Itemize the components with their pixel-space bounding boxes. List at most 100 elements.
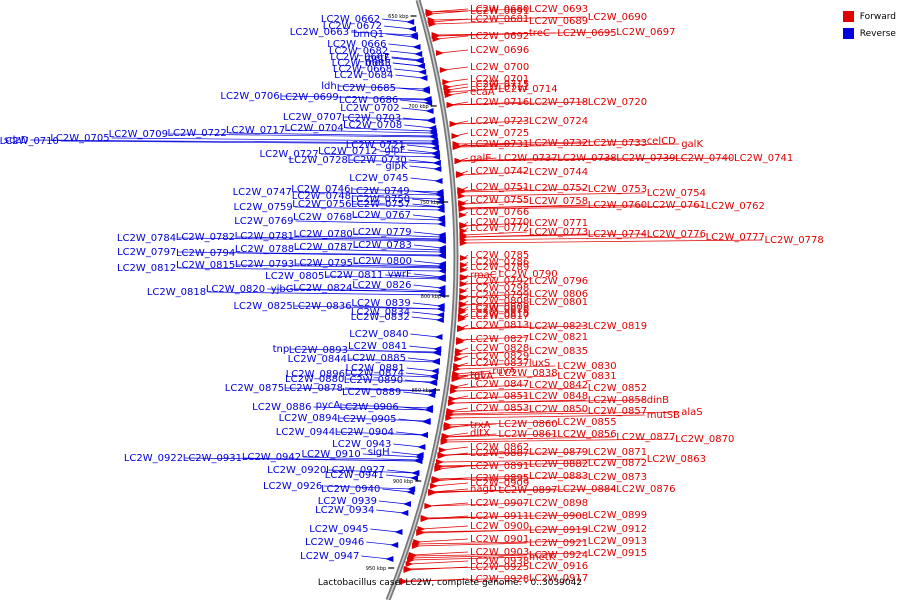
reverse-leader-line — [388, 43, 417, 48]
reverse-feature-arrow — [432, 160, 441, 166]
forward-leader-line — [443, 66, 469, 71]
reverse-leader-line — [366, 541, 395, 546]
reverse-gene-label: LC2W_0706 — [220, 91, 279, 102]
reverse-gene-label: LC2W_0844 — [288, 354, 347, 365]
reverse-leader-line — [169, 133, 434, 138]
forward-gene-label: LC2W_0776 — [647, 229, 706, 240]
forward-gene-label: LC2W_0724 — [529, 116, 588, 127]
forward-gene-label: LC2W_0741 — [734, 153, 793, 164]
forward-leader-line — [462, 200, 527, 205]
forward-gene-label: LC2W_0928 — [470, 574, 529, 585]
forward-gene-label: LC2W_0913 — [588, 536, 647, 547]
reverse-gene-label: LC2W_0747 — [233, 187, 292, 198]
reverse-leader-line — [228, 132, 434, 137]
forward-feature-arrow — [449, 388, 458, 394]
forward-feature-arrow — [443, 422, 452, 428]
reverse-gene-label: sigH — [368, 447, 390, 458]
reverse-feature-arrow — [419, 432, 428, 438]
forward-feature-arrow — [445, 412, 454, 418]
forward-gene-label: LC2W_0908 — [529, 511, 588, 522]
forward-leader-line — [435, 475, 527, 480]
forward-leader-line — [461, 187, 527, 192]
forward-leader-line — [456, 143, 680, 148]
forward-gene-label: LC2W_0771 — [529, 218, 588, 229]
forward-leader-line — [455, 375, 556, 380]
forward-leader-line — [463, 239, 763, 244]
forward-gene-label: LC2W_0774 — [588, 229, 647, 240]
reverse-gene-label: LC2W_0805 — [265, 271, 324, 282]
forward-leader-line — [450, 410, 586, 415]
reverse-leader-line — [412, 214, 442, 219]
reverse-leader-line — [412, 311, 441, 316]
reverse-gene-label: LC2W_0768 — [293, 212, 352, 223]
forward-feature-arrow — [412, 541, 421, 547]
forward-gene-label: LC2W_0695 — [557, 28, 616, 39]
reverse-feature-arrow — [417, 444, 426, 450]
reverse-feature-arrow — [414, 458, 423, 464]
forward-leader-line — [432, 20, 527, 25]
reverse-gene-label: LC2W_0746 — [291, 184, 350, 195]
forward-gene-label: LC2W_0828 — [470, 343, 529, 354]
forward-gene-label: LC2W_0901 — [470, 534, 529, 545]
forward-gene-label: LC2W_0680 — [470, 4, 529, 15]
forward-leader-line — [429, 10, 469, 15]
forward-leader-line — [463, 233, 645, 238]
reverse-feature-arrow — [411, 470, 420, 476]
forward-leader-line — [461, 192, 645, 197]
reverse-feature-arrow — [410, 475, 419, 481]
reverse-feature-arrow — [406, 19, 415, 25]
forward-leader-line — [458, 157, 733, 162]
reverse-gene-label: LC2W_0886 — [252, 402, 311, 413]
forward-gene-label: LC2W_0900 — [470, 521, 529, 532]
reverse-gene-label: LC2W_0663 — [290, 27, 349, 38]
forward-gene-label: LC2W_0895 — [470, 473, 529, 484]
forward-leader-line — [462, 204, 645, 209]
forward-gene-label: LC2W_0850 — [529, 404, 588, 415]
reverse-gene-label: LC2W_0721 — [346, 140, 405, 151]
reverse-feature-arrow — [430, 140, 439, 146]
forward-gene-label: LC2W_0742 — [470, 166, 529, 177]
forward-feature-arrow — [458, 201, 467, 207]
reverse-leader-line — [400, 99, 429, 104]
reverse-leader-line — [349, 159, 437, 164]
forward-gene-label: LC2W_0731 — [470, 139, 529, 150]
forward-gene-label: LC2W_0816 — [470, 304, 529, 315]
forward-feature-arrow — [449, 121, 458, 127]
forward-gene-label: LC2W_0740 — [675, 153, 734, 164]
forward-feature-arrow — [403, 566, 412, 572]
forward-gene-label: LC2W_0873 — [588, 472, 647, 483]
reverse-leader-line — [353, 203, 441, 208]
forward-feature-arrow — [454, 351, 463, 357]
forward-leader-line — [456, 370, 491, 375]
reverse-gene-label: LC2W_0825 — [233, 301, 292, 312]
reverse-leader-line — [382, 18, 411, 23]
reverse-gene-label: LC2W_0812 — [117, 263, 176, 274]
forward-gene-label: LC2W_0838 — [498, 368, 557, 379]
reverse-leader-line — [413, 244, 442, 249]
forward-gene-label: LC2W_0862 — [470, 442, 529, 453]
forward-gene-label: LC2W_0853 — [470, 403, 529, 414]
forward-gene-label: LC2W_0720 — [588, 97, 647, 108]
forward-gene-label: LC2W_0810 — [470, 309, 529, 320]
reverse-gene-label: LC2W_0750 — [351, 194, 410, 205]
forward-gene-label: LC2W_0829 — [470, 351, 529, 362]
forward-feature-arrow — [459, 281, 468, 287]
forward-gene-label: LC2W_0911 — [470, 511, 529, 522]
reverse-gene-label: LC2W_0885 — [347, 353, 406, 364]
reverse-gene-label: LC2W_0722 — [167, 128, 226, 139]
forward-leader-line — [447, 423, 497, 428]
forward-leader-line — [411, 554, 527, 559]
forward-leader-line — [439, 462, 586, 467]
tick-label: 750 kbp — [420, 200, 440, 206]
reverse-gene-label: LC2W_0840 — [349, 329, 408, 340]
reverse-leader-line — [295, 220, 442, 225]
reverse-leader-line — [354, 233, 442, 238]
forward-gene-label: LC2W_0903 — [470, 547, 529, 558]
forward-leader-line — [415, 542, 527, 547]
reverse-feature-arrow — [435, 192, 444, 198]
forward-feature-arrow — [407, 557, 416, 563]
reverse-gene-label: LC2W_0783 — [353, 240, 412, 251]
reverse-feature-arrow — [419, 75, 428, 81]
forward-leader-line — [403, 577, 527, 582]
